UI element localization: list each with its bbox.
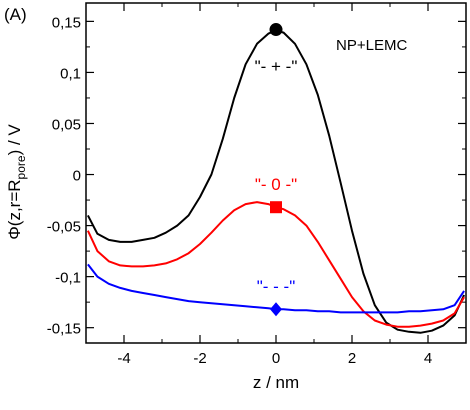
- y-tick-label: 0: [73, 168, 81, 185]
- y-axis-label: Φ(z,r=Rpore) / V: [5, 124, 28, 240]
- y-axis-label-subscript: pore: [14, 155, 28, 179]
- panel-label: (A): [4, 5, 27, 24]
- series-label-zero: "- 0 -": [255, 175, 297, 194]
- series-label-minus: "- - -": [257, 277, 296, 296]
- x-tick-label: 0: [272, 350, 280, 367]
- y-tick-label: 0,15: [52, 14, 81, 31]
- x-tick-label: -4: [117, 350, 130, 367]
- y-tick-label: 0,1: [60, 65, 81, 82]
- y-tick-label: 0,05: [52, 116, 81, 133]
- x-axis-label: z / nm: [253, 373, 299, 392]
- x-tick-label: 2: [348, 350, 356, 367]
- series-label-plus: "- + -": [255, 57, 298, 76]
- axis-ticks: -4 -2 0 2 4 0,15 0,1 0,05 0 -0,05 -0,1 -0,15: [47, 3, 467, 367]
- series-markers: [269, 23, 283, 317]
- x-tick-label: 4: [424, 350, 432, 367]
- y-tick-label: -0,05: [47, 219, 81, 236]
- series-marker-square: [270, 201, 282, 214]
- y-axis-label-main: Φ(z,r=R: [5, 179, 24, 239]
- y-tick-label: -0,1: [55, 270, 81, 287]
- annotation-label: NP+LEMC: [336, 37, 407, 54]
- y-tick-label: -0,15: [47, 321, 81, 338]
- series-marker-circle: [269, 23, 283, 37]
- y-axis-label-tail: ) / V: [5, 124, 24, 156]
- x-tick-label: -2: [193, 350, 206, 367]
- series-marker-diamond: [270, 302, 282, 317]
